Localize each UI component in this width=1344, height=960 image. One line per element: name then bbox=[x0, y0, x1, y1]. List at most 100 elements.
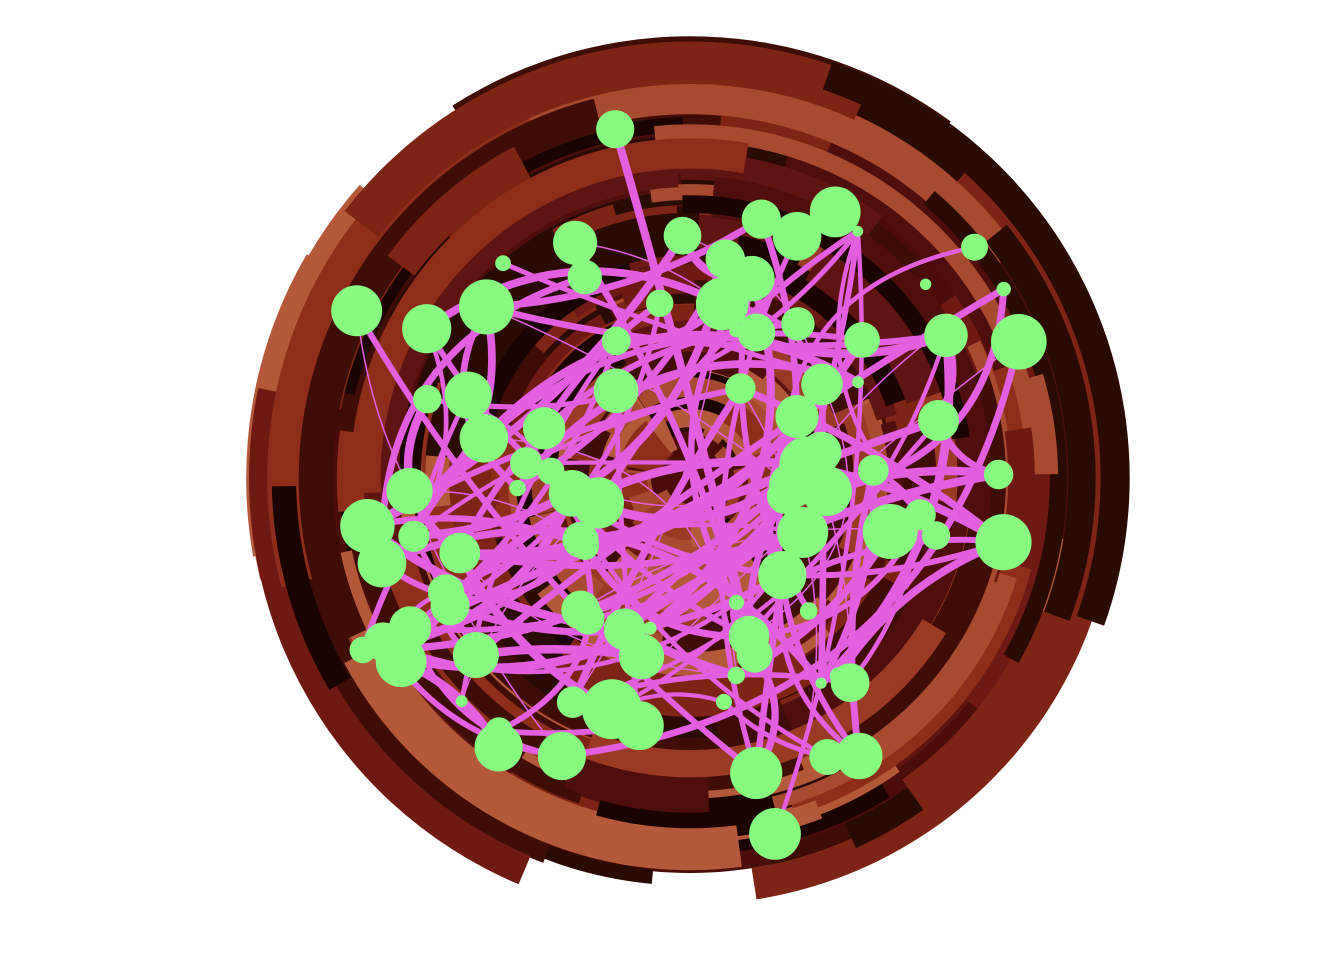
network-node bbox=[593, 368, 639, 414]
network-node bbox=[852, 225, 864, 237]
network-node bbox=[737, 313, 776, 352]
network-node bbox=[572, 477, 625, 529]
network-node bbox=[749, 808, 801, 860]
network-node bbox=[556, 686, 589, 718]
ring-arc bbox=[583, 619, 946, 778]
network-node bbox=[767, 478, 803, 514]
ring-arc bbox=[902, 608, 1075, 815]
ring-arc bbox=[619, 421, 672, 473]
network-node bbox=[736, 636, 773, 673]
ring-arc bbox=[1020, 373, 1059, 475]
network-node bbox=[444, 371, 492, 419]
network-edge bbox=[781, 244, 977, 499]
network-node bbox=[809, 739, 846, 775]
network-nodes-layer bbox=[331, 110, 1047, 860]
network-node bbox=[614, 701, 664, 751]
network-node bbox=[695, 277, 749, 331]
network-node bbox=[975, 514, 1032, 571]
network-node bbox=[809, 186, 861, 238]
network-node bbox=[495, 255, 511, 272]
ring-arc bbox=[923, 191, 1068, 663]
ring-arc bbox=[344, 41, 872, 238]
network-node bbox=[772, 212, 822, 261]
network-node bbox=[730, 746, 783, 800]
network-node bbox=[601, 326, 631, 356]
ring-arc bbox=[501, 124, 1024, 371]
network-node bbox=[398, 520, 430, 552]
network-node bbox=[924, 313, 968, 358]
network-node bbox=[921, 521, 951, 550]
network-edge bbox=[548, 468, 830, 760]
network-edge bbox=[407, 493, 788, 633]
network-node bbox=[643, 621, 657, 635]
network-edge bbox=[571, 303, 723, 703]
network-edge bbox=[836, 229, 923, 517]
network-edge bbox=[479, 330, 863, 443]
network-node bbox=[509, 479, 526, 497]
network-node bbox=[799, 602, 818, 620]
network-node bbox=[775, 395, 819, 439]
network-node bbox=[815, 677, 827, 689]
network-node bbox=[474, 723, 523, 772]
network-node bbox=[402, 304, 452, 354]
network-node bbox=[340, 499, 395, 554]
ring-arc bbox=[660, 547, 845, 653]
network-edge bbox=[736, 384, 1008, 546]
network-node bbox=[983, 459, 1014, 490]
network-node bbox=[386, 467, 433, 515]
network-node bbox=[801, 466, 852, 517]
network-node bbox=[567, 259, 602, 295]
network-node bbox=[572, 602, 605, 635]
network-node bbox=[553, 220, 598, 265]
network-node bbox=[801, 363, 843, 406]
network-node bbox=[844, 322, 880, 358]
network-node bbox=[646, 289, 674, 317]
ring-arc bbox=[805, 247, 942, 404]
network-node bbox=[349, 636, 377, 664]
network-node bbox=[455, 695, 468, 708]
network-node bbox=[439, 532, 481, 574]
network-node bbox=[727, 666, 745, 685]
network-node bbox=[781, 307, 815, 341]
network-node bbox=[509, 447, 543, 480]
network-edge bbox=[558, 338, 1023, 760]
network-node bbox=[725, 373, 756, 404]
network-edge bbox=[443, 522, 805, 595]
network-node bbox=[770, 578, 788, 596]
network-node bbox=[857, 455, 889, 486]
network-node bbox=[961, 233, 988, 261]
network-node bbox=[715, 693, 732, 710]
network-node bbox=[331, 285, 383, 337]
network-node bbox=[458, 279, 514, 335]
network-edge bbox=[359, 460, 812, 654]
network-edge bbox=[424, 228, 861, 410]
network-node bbox=[562, 521, 599, 558]
network-node bbox=[618, 633, 665, 680]
network-node bbox=[996, 281, 1011, 297]
ring-arc bbox=[654, 124, 1042, 442]
network-node bbox=[705, 239, 745, 279]
network-node bbox=[375, 636, 427, 688]
ring-arc bbox=[682, 195, 970, 440]
network-node bbox=[991, 314, 1047, 370]
ring-arc bbox=[472, 810, 654, 884]
ring-arc bbox=[271, 486, 351, 690]
network-node bbox=[919, 278, 932, 290]
network-edge bbox=[817, 467, 877, 687]
network-node bbox=[918, 400, 959, 441]
network-node bbox=[862, 504, 918, 559]
network-edge bbox=[746, 418, 941, 639]
ring-arc bbox=[520, 652, 718, 739]
network-edge bbox=[748, 383, 849, 637]
network-node bbox=[777, 506, 829, 558]
network-node bbox=[830, 663, 870, 703]
network-node bbox=[852, 376, 864, 389]
network-node bbox=[413, 385, 442, 414]
network-edge bbox=[380, 600, 739, 675]
ring-arc bbox=[470, 257, 635, 419]
ring-arc bbox=[563, 750, 710, 813]
network-node bbox=[663, 216, 702, 255]
network-node bbox=[522, 407, 566, 450]
network-node bbox=[452, 632, 499, 678]
